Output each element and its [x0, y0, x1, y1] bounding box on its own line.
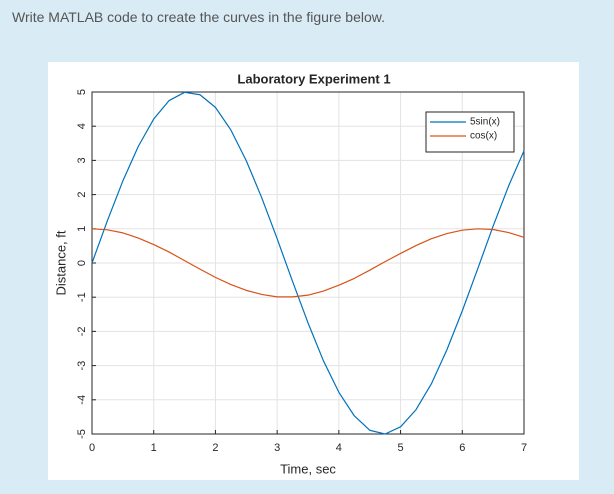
x-tick-label: 6 [459, 442, 465, 454]
legend-box [425, 111, 515, 153]
x-tick-label: 2 [212, 442, 218, 454]
y-tick-label: -2 [76, 327, 88, 337]
y-tick-label: 1 [76, 226, 88, 232]
question: Write MATLAB code to create the curves i… [12, 9, 385, 25]
legend-label: cos(x) [470, 131, 497, 142]
y-tick-label: 4 [76, 123, 88, 129]
y-tick-label: 0 [76, 260, 88, 266]
y-tick-label: 5 [76, 89, 88, 95]
chart: Laboratory Experiment 1 Time, sec Distan… [48, 62, 579, 480]
x-tick-label: 5 [398, 442, 404, 454]
y-tick-label: 2 [76, 192, 88, 198]
data-line [91, 91, 525, 435]
x-tick-label: 0 [89, 442, 95, 454]
y-tick-label: -4 [76, 395, 88, 405]
y-tick-label: 3 [76, 157, 88, 163]
legend-label: 5sin(x) [470, 117, 500, 128]
y-tick-label: -5 [76, 429, 88, 439]
x-tick-label: 7 [521, 442, 527, 454]
x-tick-label: 4 [336, 442, 342, 454]
data-line [91, 228, 525, 298]
y-tick-label: -1 [76, 292, 88, 302]
x-axis-label: Time, sec [280, 461, 336, 476]
x-tick-label: 1 [151, 442, 157, 454]
y-tick-label: -3 [76, 361, 88, 371]
chart-title: Laboratory Experiment 1 [237, 71, 390, 86]
x-tick-label: 3 [274, 442, 280, 454]
y-axis-label: Distance, ft [53, 230, 68, 295]
